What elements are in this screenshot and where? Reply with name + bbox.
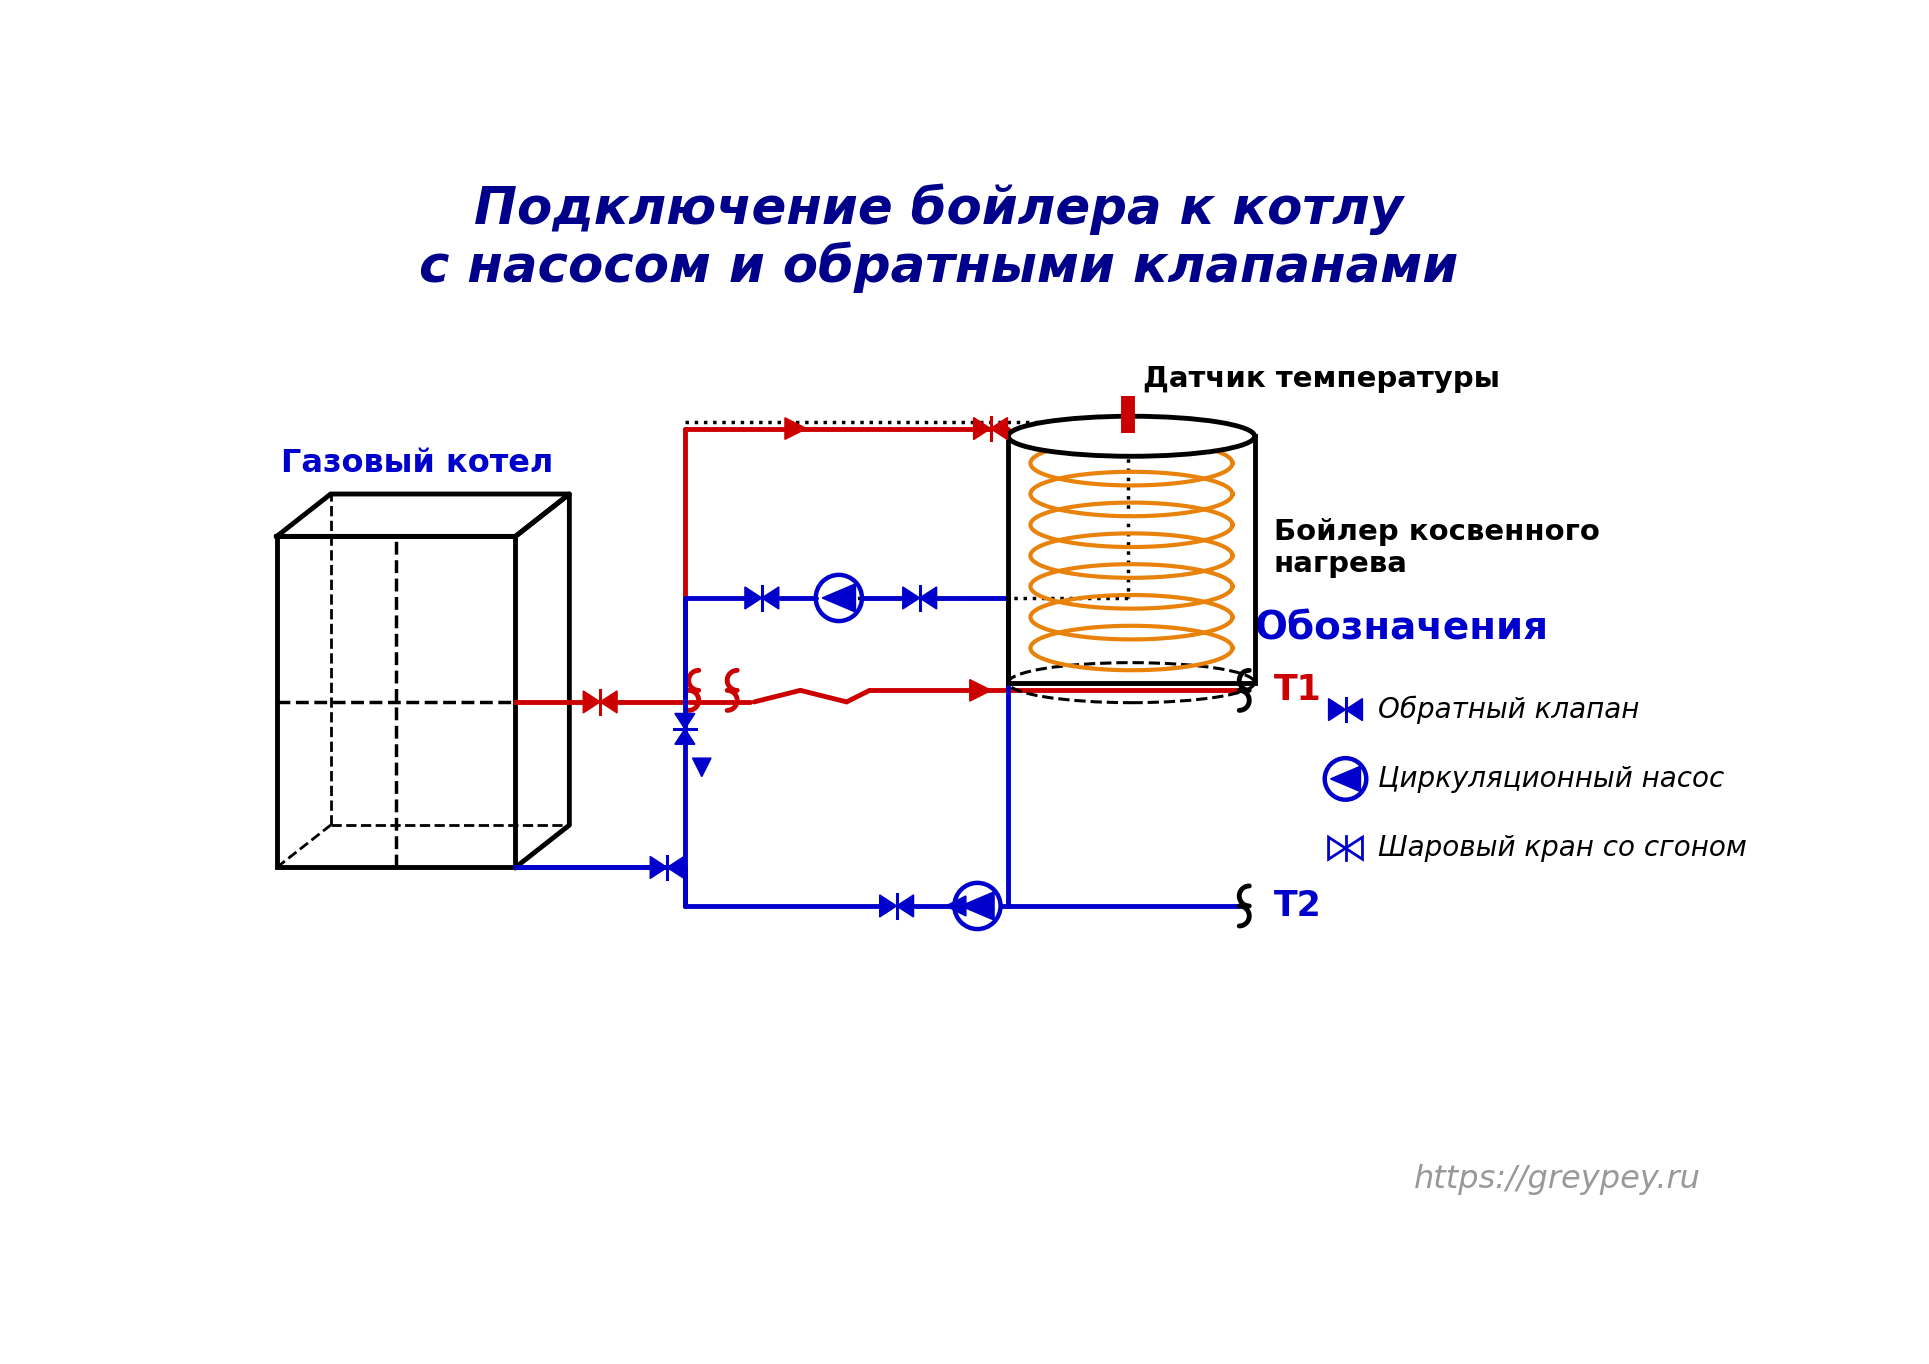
Polygon shape	[880, 895, 897, 917]
Polygon shape	[945, 896, 966, 917]
Text: Бойлер косвенного
нагрева: Бойлер косвенного нагрева	[1273, 518, 1599, 578]
Polygon shape	[903, 587, 920, 608]
Polygon shape	[970, 679, 992, 701]
Polygon shape	[822, 584, 855, 612]
Text: с насосом и обратными клапанами: с насосом и обратными клапанами	[419, 241, 1458, 293]
Text: Циркуляционный насос: Циркуляционный насос	[1377, 765, 1725, 792]
Polygon shape	[675, 728, 694, 745]
Text: Шаровый кран со сгоном: Шаровый кран со сгоном	[1377, 835, 1746, 862]
Polygon shape	[762, 587, 779, 608]
Text: Т1: Т1	[1273, 674, 1321, 708]
Polygon shape	[675, 713, 694, 728]
Text: Датчик температуры: Датчик температуры	[1144, 364, 1501, 393]
Text: https://greypey.ru: https://greypey.ru	[1414, 1163, 1701, 1195]
Polygon shape	[600, 692, 617, 713]
Polygon shape	[961, 892, 993, 921]
Text: Обратный клапан: Обратный клапан	[1377, 696, 1640, 724]
Polygon shape	[667, 857, 685, 878]
Polygon shape	[745, 587, 762, 608]
Polygon shape	[785, 417, 806, 439]
Bar	[1009, 436, 1254, 682]
Polygon shape	[1331, 767, 1360, 791]
Polygon shape	[974, 417, 990, 439]
Text: Подключение бойлера к котлу: Подключение бойлера к котлу	[475, 183, 1404, 235]
Polygon shape	[920, 587, 937, 608]
Polygon shape	[1346, 698, 1362, 720]
Text: Т2: Т2	[1273, 889, 1321, 923]
Polygon shape	[583, 692, 600, 713]
Polygon shape	[1329, 698, 1346, 720]
Polygon shape	[650, 857, 667, 878]
Bar	[1009, 436, 1254, 682]
Polygon shape	[897, 895, 914, 917]
Ellipse shape	[1009, 416, 1254, 457]
Polygon shape	[693, 758, 712, 776]
Polygon shape	[990, 417, 1007, 439]
Text: Обозначения: Обозначения	[1254, 610, 1547, 648]
Polygon shape	[276, 536, 515, 868]
Text: Газовый котел: Газовый котел	[282, 447, 554, 479]
